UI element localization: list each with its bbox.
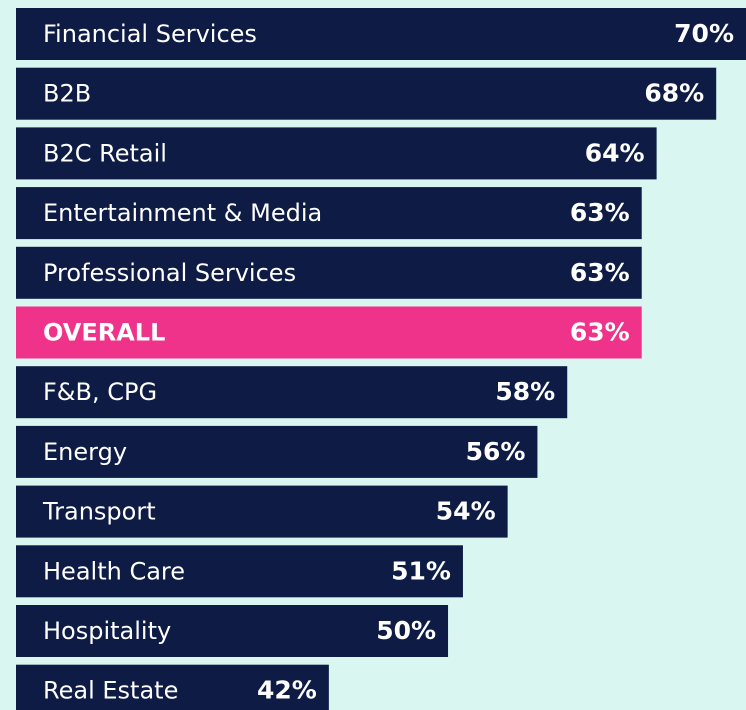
value-label: 56% bbox=[466, 437, 526, 466]
category-label: B2B bbox=[43, 80, 91, 108]
value-label: 63% bbox=[570, 198, 630, 227]
bar bbox=[16, 485, 508, 538]
bar bbox=[16, 425, 538, 478]
value-label: 70% bbox=[674, 19, 734, 48]
bar bbox=[16, 187, 642, 240]
value-label: 51% bbox=[391, 556, 451, 585]
value-label: 54% bbox=[436, 497, 496, 526]
bar bbox=[16, 366, 568, 419]
category-label: F&B, CPG bbox=[43, 378, 157, 406]
category-label: Energy bbox=[43, 438, 127, 466]
value-label: 58% bbox=[495, 377, 555, 406]
value-label: 64% bbox=[585, 138, 645, 167]
category-label: Entertainment & Media bbox=[43, 199, 322, 227]
value-label: 42% bbox=[257, 676, 317, 705]
bar bbox=[16, 545, 463, 598]
value-label: 68% bbox=[644, 79, 704, 108]
bar bbox=[16, 246, 642, 299]
bar bbox=[16, 8, 746, 60]
category-label: Health Care bbox=[43, 557, 185, 585]
category-label: Hospitality bbox=[43, 617, 171, 645]
bar bbox=[16, 306, 642, 359]
bar bbox=[16, 605, 449, 657]
value-label: 63% bbox=[570, 258, 630, 287]
category-label: Transport bbox=[42, 498, 156, 526]
category-label: Real Estate bbox=[43, 677, 178, 705]
bar bbox=[16, 67, 717, 120]
value-label: 50% bbox=[376, 616, 436, 645]
value-label: 63% bbox=[570, 318, 630, 347]
category-label: Financial Services bbox=[43, 20, 257, 48]
bar bbox=[16, 664, 329, 710]
category-label: OVERALL bbox=[43, 319, 165, 347]
bar bbox=[16, 127, 657, 180]
category-label: Professional Services bbox=[43, 259, 296, 287]
category-label: B2C Retail bbox=[43, 139, 167, 167]
